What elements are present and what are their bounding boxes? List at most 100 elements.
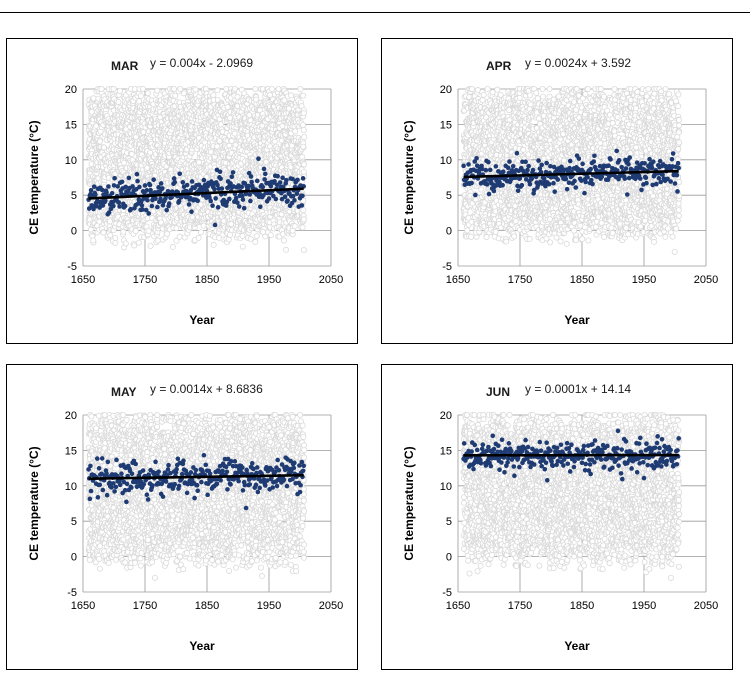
data-point-other bbox=[107, 218, 114, 225]
y-axis-title: CE temperature (°C) bbox=[27, 120, 41, 234]
data-point-other bbox=[239, 243, 246, 250]
data-point-other bbox=[145, 227, 152, 234]
data-point-other bbox=[300, 143, 307, 150]
data-point-other bbox=[120, 228, 127, 235]
chart-panel-mar: 1650 1750 1850 1950 2050 -5 0 5 10 15 20 Year CE tem… bbox=[6, 38, 358, 344]
data-point-other bbox=[98, 86, 105, 93]
data-point-month bbox=[142, 183, 148, 188]
data-point-other bbox=[268, 86, 275, 93]
data-point-month bbox=[210, 203, 215, 208]
data-point-other bbox=[291, 223, 298, 230]
data-point-month bbox=[240, 197, 246, 202]
data-point-month bbox=[88, 187, 94, 193]
data-point-month bbox=[201, 177, 207, 183]
data-point-other bbox=[100, 144, 107, 151]
data-point-other bbox=[300, 168, 307, 175]
data-point-month bbox=[155, 204, 160, 210]
data-point-other bbox=[247, 235, 254, 242]
data-point-month bbox=[262, 171, 268, 177]
data-point-month bbox=[160, 186, 165, 191]
data-point-month bbox=[213, 196, 218, 201]
chart-title: MAR bbox=[111, 59, 139, 73]
data-point-other bbox=[279, 122, 286, 129]
data-point-other bbox=[299, 122, 306, 129]
data-point-other bbox=[301, 134, 308, 141]
data-point-other bbox=[176, 233, 183, 240]
data-point-other bbox=[131, 242, 138, 249]
data-point-month bbox=[260, 184, 266, 190]
data-point-month bbox=[137, 184, 142, 190]
data-point-other bbox=[170, 86, 177, 93]
data-point-month bbox=[186, 202, 192, 207]
data-point-other bbox=[252, 238, 259, 245]
data-point-other bbox=[267, 232, 274, 239]
data-point-other bbox=[147, 242, 154, 249]
data-point-other bbox=[239, 232, 246, 239]
data-point-month bbox=[219, 186, 225, 191]
data-point-other bbox=[177, 86, 184, 93]
data-point-other bbox=[292, 128, 299, 135]
data-point-month bbox=[266, 196, 272, 201]
data-point-other bbox=[90, 237, 97, 244]
data-point-month bbox=[109, 190, 115, 196]
data-point-month bbox=[184, 182, 190, 188]
data-point-other bbox=[173, 237, 180, 244]
top-rule bbox=[0, 12, 750, 13]
data-point-other bbox=[110, 86, 117, 93]
data-point-month bbox=[106, 184, 111, 189]
data-point-other bbox=[112, 239, 119, 246]
data-point-other bbox=[228, 220, 235, 227]
data-point-other bbox=[210, 92, 217, 99]
data-point-month bbox=[130, 184, 135, 189]
data-point-other bbox=[137, 92, 144, 99]
y-tick-label: 15 bbox=[65, 119, 77, 131]
data-point-other bbox=[172, 92, 179, 99]
data-point-other bbox=[224, 104, 231, 111]
data-point-month bbox=[189, 179, 195, 184]
data-point-month bbox=[135, 178, 140, 184]
data-point-other bbox=[122, 240, 129, 247]
data-point-other bbox=[300, 110, 307, 117]
data-point-month bbox=[248, 198, 253, 204]
data-point-month bbox=[236, 204, 242, 209]
data-point-month bbox=[254, 178, 260, 184]
data-point-other bbox=[107, 232, 114, 239]
data-point-other bbox=[252, 86, 259, 93]
data-point-other bbox=[169, 243, 176, 250]
data-point-month bbox=[227, 196, 232, 202]
data-point-other bbox=[484, 86, 491, 93]
data-point-other bbox=[136, 98, 143, 105]
data-point-month bbox=[147, 182, 153, 188]
trend-equation: y = 0.004x - 2.0969 bbox=[150, 56, 253, 70]
data-point-month bbox=[126, 175, 132, 181]
data-point-month bbox=[277, 180, 283, 185]
data-point-other bbox=[158, 219, 165, 226]
data-point-month bbox=[164, 207, 169, 213]
data-point-other bbox=[283, 246, 290, 253]
data-point-month bbox=[248, 174, 254, 179]
data-point-month bbox=[122, 203, 128, 209]
y-tick-label: 0 bbox=[71, 226, 77, 238]
data-point-other bbox=[210, 241, 217, 248]
data-point-month bbox=[299, 203, 305, 208]
series-other-months bbox=[85, 86, 308, 254]
data-point-month bbox=[116, 200, 122, 205]
data-point-other bbox=[200, 222, 207, 229]
data-point-month bbox=[275, 173, 280, 179]
x-tick-label: 1850 bbox=[195, 274, 219, 286]
data-point-month bbox=[273, 196, 279, 202]
data-point-other bbox=[492, 228, 499, 235]
data-point-month bbox=[285, 198, 290, 203]
x-tick-label: 1650 bbox=[71, 274, 95, 286]
data-point-other bbox=[297, 86, 304, 93]
data-point-other bbox=[192, 86, 199, 93]
data-point-month bbox=[217, 169, 223, 175]
data-point-other bbox=[198, 229, 205, 236]
data-point-other bbox=[117, 88, 124, 95]
data-point-other bbox=[494, 86, 501, 93]
data-point-month bbox=[256, 156, 261, 162]
data-point-other bbox=[231, 130, 238, 137]
chart-panel-apr: 1650 1750 1850 1950 2050 -5 0 5 10 15 20 Year CE tem… bbox=[381, 38, 733, 344]
y-tick-label: 5 bbox=[71, 190, 77, 202]
